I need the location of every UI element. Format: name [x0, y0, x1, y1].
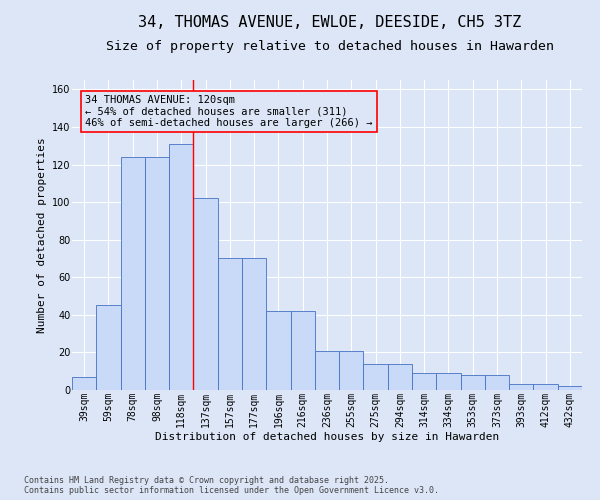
Text: 34 THOMAS AVENUE: 120sqm
← 54% of detached houses are smaller (311)
46% of semi-: 34 THOMAS AVENUE: 120sqm ← 54% of detach… — [85, 95, 373, 128]
Bar — [388, 364, 412, 390]
Bar — [461, 375, 485, 390]
Text: 34, THOMAS AVENUE, EWLOE, DEESIDE, CH5 3TZ: 34, THOMAS AVENUE, EWLOE, DEESIDE, CH5 3… — [139, 15, 521, 30]
Bar — [533, 384, 558, 390]
Bar — [242, 258, 266, 390]
Bar — [436, 373, 461, 390]
Bar — [290, 311, 315, 390]
Bar — [96, 306, 121, 390]
Bar — [121, 157, 145, 390]
Bar — [315, 350, 339, 390]
Bar — [145, 157, 169, 390]
Bar — [364, 364, 388, 390]
X-axis label: Distribution of detached houses by size in Hawarden: Distribution of detached houses by size … — [155, 432, 499, 442]
Bar — [169, 144, 193, 390]
Text: Contains HM Land Registry data © Crown copyright and database right 2025.
Contai: Contains HM Land Registry data © Crown c… — [24, 476, 439, 495]
Bar — [218, 258, 242, 390]
Bar — [558, 386, 582, 390]
Bar — [339, 350, 364, 390]
Bar — [509, 384, 533, 390]
Bar — [193, 198, 218, 390]
Bar — [485, 375, 509, 390]
Bar — [266, 311, 290, 390]
Y-axis label: Number of detached properties: Number of detached properties — [37, 137, 47, 333]
Bar — [412, 373, 436, 390]
Bar — [72, 377, 96, 390]
Text: Size of property relative to detached houses in Hawarden: Size of property relative to detached ho… — [106, 40, 554, 53]
